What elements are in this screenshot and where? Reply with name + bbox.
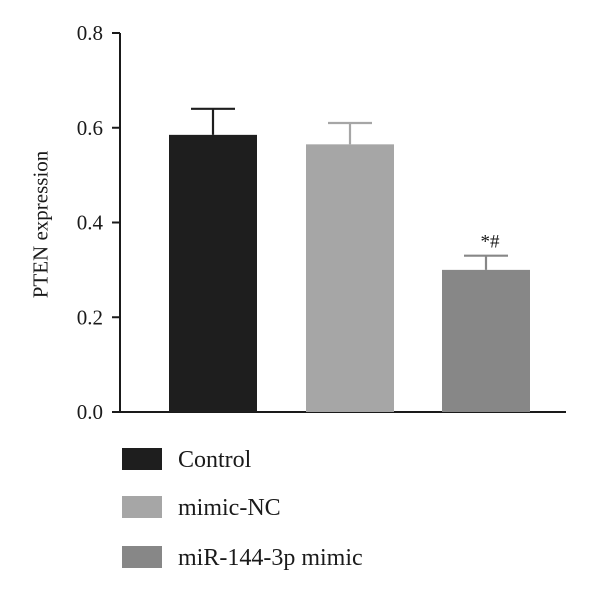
y-tick-label: 0.0 — [77, 400, 103, 424]
y-axis-title: PTEN expression — [28, 150, 52, 298]
y-axis: 0.0 0.2 0.4 0.6 0.8 — [77, 21, 121, 424]
significance-annotation: *# — [481, 232, 501, 253]
legend-label: Control — [178, 447, 252, 473]
legend-swatch — [122, 448, 162, 470]
y-tick-label: 0.6 — [77, 116, 103, 140]
y-ticks: 0.0 0.2 0.4 0.6 0.8 — [77, 21, 120, 424]
legend-swatch — [122, 496, 162, 518]
legend-label: mimic-NC — [178, 495, 281, 521]
y-tick-label: 0.8 — [77, 21, 103, 45]
bar — [306, 144, 394, 413]
y-tick-label: 0.2 — [77, 305, 103, 329]
bar — [442, 269, 530, 412]
legend: Control mimic-NC miR-144-3p mimic — [122, 447, 363, 571]
legend-swatch — [122, 546, 162, 568]
y-tick-label: 0.4 — [77, 211, 104, 235]
bar — [169, 134, 257, 412]
legend-label: miR-144-3p mimic — [178, 545, 363, 571]
bars: *# — [169, 107, 530, 413]
